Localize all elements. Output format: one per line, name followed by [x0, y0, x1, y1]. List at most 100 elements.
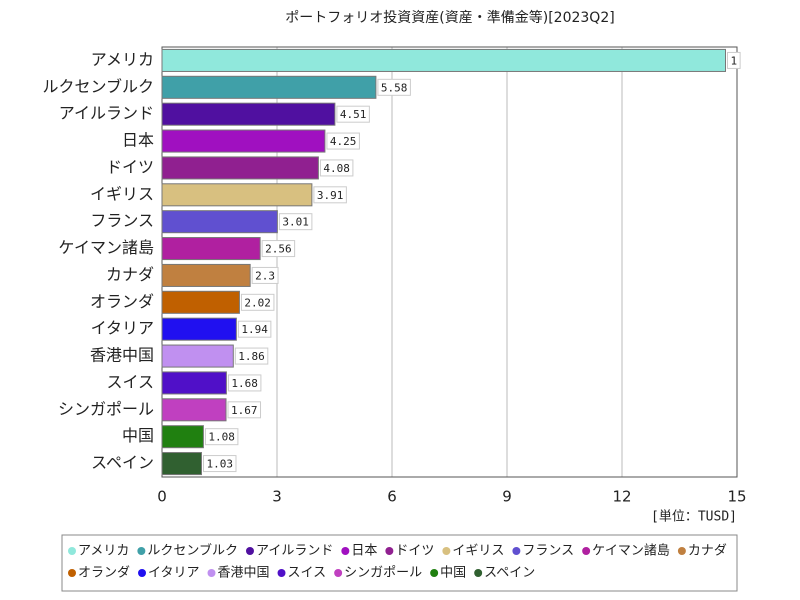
value-label-bg — [237, 320, 272, 338]
value-label: 4.51 — [340, 108, 367, 121]
y-tick-label: オランダ — [90, 292, 154, 311]
legend-swatch — [137, 547, 146, 555]
legend-swatch — [677, 547, 686, 555]
value-label: 2.56 — [265, 243, 292, 256]
legend-label: スペイン — [484, 566, 535, 581]
bar — [161, 317, 237, 341]
y-tick-label: 中国 — [122, 426, 154, 445]
legend-label: ケイマン諸島 — [592, 543, 670, 559]
x-tick-label: 3 — [272, 488, 282, 506]
legend-swatch — [207, 569, 216, 577]
chart-title: ポートフォリオ投資資産(資産・準備金等)[2023Q2] — [285, 9, 614, 26]
value-label-bg — [227, 401, 262, 419]
value-label: 1.86 — [238, 350, 264, 363]
value-label-bg — [240, 293, 275, 311]
legend-swatch — [277, 569, 286, 577]
bar — [161, 129, 326, 153]
legend-label: オランダ — [78, 566, 130, 581]
value-label-bg — [319, 159, 354, 177]
legend-box — [61, 534, 738, 592]
bar — [161, 344, 234, 368]
value-label: 1 — [731, 54, 738, 67]
legend-label: スイス — [288, 566, 327, 581]
bar — [161, 156, 319, 180]
value-label: 1.68 — [231, 377, 258, 390]
value-label-bg — [727, 51, 741, 69]
legend-swatch — [385, 547, 394, 555]
value-label-bg — [202, 455, 237, 473]
bar — [161, 48, 726, 72]
y-tick-label: ルクセンブルク — [42, 77, 154, 96]
unit-label: [単位：TUSD] — [651, 509, 737, 525]
legend-swatch — [430, 569, 439, 577]
legend-swatch — [245, 547, 254, 555]
bar — [161, 452, 202, 476]
value-label: 5.58 — [381, 81, 408, 94]
legend-swatch — [474, 569, 483, 577]
legend-label: 香港中国 — [218, 566, 270, 581]
legend-swatch — [512, 547, 521, 555]
legend-label: フランス — [522, 544, 574, 559]
y-tick-label: スペイン — [91, 453, 154, 472]
y-tick-label: ケイマン諸島 — [58, 238, 154, 257]
legend-label: 日本 — [351, 544, 377, 559]
value-label-bg — [278, 213, 313, 231]
legend-swatch — [68, 569, 76, 577]
plot-frame — [161, 46, 738, 478]
y-tick-label: 香港中国 — [90, 346, 154, 365]
legend-label: アイルランド — [256, 544, 333, 559]
value-label-bg — [227, 374, 262, 392]
y-tick-label: ドイツ — [106, 157, 154, 176]
value-label: 1.94 — [241, 323, 268, 336]
x-tick-label: 0 — [157, 488, 167, 506]
value-label: 1.08 — [208, 431, 235, 444]
bar — [161, 263, 251, 287]
y-tick-label: スイス — [106, 372, 154, 391]
y-tick-label: アイルランド — [59, 104, 154, 123]
bar — [161, 75, 377, 99]
x-tick-label: 9 — [502, 488, 512, 506]
value-label: 2.3 — [255, 269, 275, 282]
value-label-bg — [251, 266, 279, 284]
value-label: 3.91 — [317, 189, 344, 202]
value-label-bg — [313, 186, 347, 204]
legend-swatch — [442, 547, 451, 555]
legend-swatch — [68, 547, 76, 555]
x-tick-label: 15 — [727, 488, 746, 506]
legend-label: 中国 — [440, 566, 466, 581]
bar — [161, 398, 227, 422]
bar — [161, 425, 204, 449]
value-label: 2.02 — [244, 296, 271, 309]
x-tick-label: 6 — [387, 488, 397, 506]
value-label-bg — [336, 105, 370, 123]
legend-label: シンガポール — [344, 566, 422, 581]
legend-label: イタリア — [148, 566, 199, 581]
value-label: 1.67 — [231, 404, 258, 417]
x-tick-label: 12 — [612, 488, 631, 506]
y-tick-label: シンガポール — [58, 399, 154, 418]
y-tick-label: 日本 — [122, 131, 154, 150]
value-label: 4.08 — [323, 162, 350, 175]
legend-label: カナダ — [688, 544, 727, 559]
bar — [161, 210, 278, 234]
value-label-bg — [326, 132, 360, 150]
legend-label: ルクセンブルク — [147, 543, 238, 559]
bar — [161, 371, 227, 395]
value-label: 3.01 — [282, 216, 309, 229]
y-tick-label: フランス — [90, 211, 154, 230]
y-tick-label: カナダ — [106, 265, 154, 284]
y-tick-label: イタリア — [91, 319, 154, 338]
bar — [161, 102, 336, 126]
value-label-bg — [377, 78, 411, 96]
y-tick-label: アメリカ — [91, 50, 154, 69]
value-label: 4.25 — [330, 135, 357, 148]
legend-swatch — [334, 569, 343, 577]
value-label-bg — [261, 240, 296, 258]
legend-swatch — [138, 569, 147, 577]
bar — [161, 290, 240, 314]
y-tick-label: イギリス — [90, 184, 154, 203]
value-label: 1.03 — [206, 458, 233, 471]
bar — [161, 237, 261, 261]
legend-label: イギリス — [452, 544, 504, 559]
